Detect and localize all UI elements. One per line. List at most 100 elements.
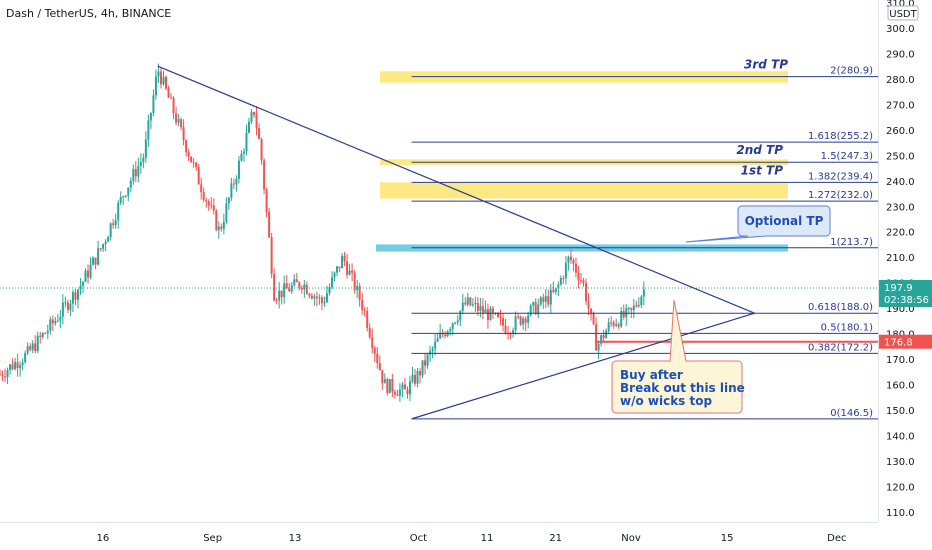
level-tag-value: 176.8 — [884, 338, 913, 349]
candle-body — [227, 197, 230, 204]
candle-body — [64, 302, 67, 304]
candle-body — [562, 278, 565, 280]
candle-body — [132, 169, 135, 181]
candle-body — [275, 300, 278, 302]
candle-body — [217, 226, 220, 231]
candle-body — [396, 394, 399, 396]
candle-body — [386, 379, 389, 394]
y-tick-label: 190.0 — [886, 304, 915, 315]
candle-body — [129, 180, 132, 188]
y-tick-label: 120.0 — [886, 482, 915, 493]
candle-body — [338, 266, 341, 269]
candle-body — [381, 369, 384, 384]
candle-body — [617, 324, 620, 327]
callout-buy-box — [611, 299, 743, 414]
candle-body — [54, 320, 57, 324]
candle-body — [579, 280, 582, 282]
candle-body — [411, 374, 414, 382]
y-tick-label: 230.0 — [886, 202, 915, 213]
candle-body — [408, 381, 411, 395]
callout-optional-tp-text: Optional TP — [745, 214, 824, 228]
candle-body — [496, 313, 499, 317]
candle-body — [416, 370, 419, 384]
candle-body — [449, 329, 452, 332]
y-tick-label: 130.0 — [886, 457, 915, 468]
candle-body — [300, 287, 303, 290]
candle-body — [320, 297, 323, 304]
candle-body — [459, 310, 462, 321]
candle-body — [46, 330, 49, 334]
x-tick-label: Oct — [410, 533, 427, 544]
candle-body — [315, 296, 318, 299]
lower-trendline — [411, 312, 755, 420]
candle-body — [572, 260, 575, 264]
candle-body — [519, 316, 522, 325]
candle-body — [14, 362, 17, 370]
candle-body — [185, 140, 188, 153]
candle-body — [109, 223, 112, 237]
candle-body — [195, 162, 198, 168]
candle-body — [94, 257, 97, 265]
highlight-band — [380, 182, 788, 199]
candle-body — [152, 95, 155, 113]
candle-body — [205, 199, 208, 202]
candle-body — [333, 272, 336, 278]
level-tag — [879, 334, 932, 349]
candle-body — [250, 112, 253, 122]
candle-body — [479, 306, 482, 311]
candle-body — [222, 221, 225, 229]
candle-body — [343, 255, 346, 262]
candle-body — [615, 324, 618, 326]
candle-body — [207, 201, 210, 206]
x-tick-label: 16 — [97, 533, 110, 544]
candle-body — [175, 113, 178, 123]
candle-body — [235, 178, 238, 185]
candle-body — [358, 286, 361, 300]
candle-body — [491, 308, 494, 314]
candle-body — [348, 270, 351, 275]
candle-body — [607, 322, 610, 331]
price-axis-bg — [879, 0, 932, 550]
candle-body — [557, 284, 560, 289]
triangle-lines — [157, 65, 755, 420]
candle-body — [6, 370, 9, 378]
candle-body — [444, 334, 447, 337]
y-tick-label: 150.0 — [886, 406, 915, 417]
candle-body — [537, 304, 540, 315]
y-tick-label: 240.0 — [886, 177, 915, 188]
candle-body — [330, 277, 333, 288]
candle-body — [627, 307, 630, 309]
candle-body — [11, 364, 14, 370]
candle-body — [293, 279, 296, 286]
candle-body — [373, 347, 376, 354]
candle-body — [514, 316, 517, 331]
candle-body — [353, 272, 356, 291]
candle-body — [341, 255, 344, 269]
fib-levels: 2(280.9) 1.618(255.2) 1.5(247.3) 1.382(239.… — [411, 66, 878, 420]
candle-body — [630, 307, 633, 311]
candle-body — [637, 305, 640, 307]
candle-body — [258, 128, 261, 139]
candle-body — [74, 292, 77, 300]
fib-label: 1.272(232.0) — [808, 190, 873, 201]
candle-body — [401, 384, 404, 390]
candle-body — [34, 343, 37, 351]
candle-body — [539, 297, 542, 305]
candle-body — [419, 370, 422, 376]
candle-body — [454, 322, 457, 324]
candle-body — [255, 114, 258, 129]
candle-body — [464, 302, 467, 305]
candle-body — [378, 363, 381, 370]
candle-body — [71, 292, 74, 304]
candle-body — [600, 335, 603, 344]
last-price-value: 197.9 — [884, 283, 913, 294]
fib-label: 0.618(188.0) — [808, 302, 873, 313]
candle-body — [285, 283, 288, 289]
candle-body — [230, 183, 233, 198]
candle-body — [187, 152, 190, 157]
candle-body — [567, 256, 570, 263]
fib-label: 1(213.7) — [830, 237, 873, 248]
candle-body — [159, 71, 162, 85]
candle-body — [212, 205, 215, 211]
